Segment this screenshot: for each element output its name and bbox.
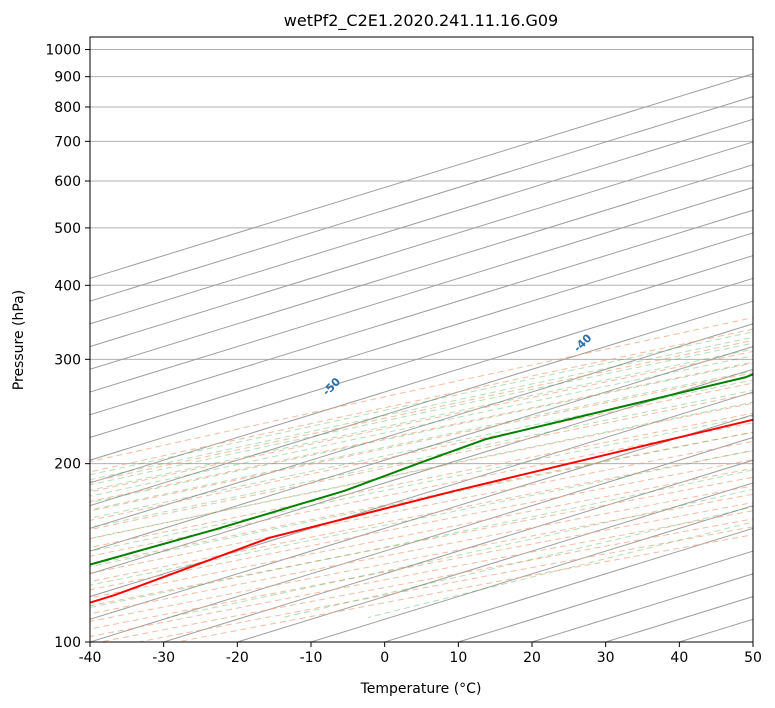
isotherm-line — [90, 346, 753, 552]
y-tick-label: 1000 — [45, 43, 81, 59]
isotherm-line — [90, 118, 753, 325]
isotherm-line — [90, 391, 753, 598]
plot-frame — [89, 36, 754, 643]
dry-adiabat-line — [90, 317, 753, 463]
dry-adiabat-line — [90, 402, 753, 540]
sounding-series-0 — [90, 418, 753, 604]
isotherm-line — [90, 186, 753, 393]
isotherm-line — [90, 300, 753, 507]
isotherm-line — [163, 459, 753, 642]
moist-adiabat-line — [90, 355, 753, 497]
dry-adiabat-line — [90, 476, 753, 607]
isotherm-line — [90, 277, 753, 484]
y-axis-label: Pressure (hPa) — [11, 290, 27, 390]
y-tick-label: 500 — [54, 221, 81, 237]
x-tick-label: 10 — [449, 650, 467, 666]
isotherm-line — [90, 209, 753, 416]
x-tick-label: -20 — [226, 650, 249, 666]
y-tick-label: 200 — [54, 457, 81, 473]
dry-adiabat-line — [90, 372, 753, 512]
y-tick-label: 300 — [54, 352, 81, 368]
dry-adiabat-line — [90, 382, 753, 521]
y-tick-label: 800 — [54, 100, 81, 116]
isotherm-line — [605, 596, 753, 642]
dry-adiabat-line — [90, 493, 753, 622]
x-tick-label: 50 — [744, 650, 762, 666]
isotherm-line — [90, 164, 753, 370]
dry-adiabat-line — [100, 518, 753, 642]
isotherm-line — [90, 414, 753, 620]
x-tick-label: -30 — [152, 650, 175, 666]
dry-adiabat-line — [90, 459, 753, 591]
isotherm-line — [90, 255, 753, 461]
moist-adiabat-line — [282, 506, 753, 618]
y-tick-label: 400 — [54, 278, 81, 294]
chart-title: wetPf2_C2E1.2020.241.11.16.G09 — [284, 11, 558, 31]
isotherm-line — [90, 96, 753, 302]
dry-adiabat-line — [90, 502, 753, 630]
isotherm-line — [90, 368, 753, 575]
x-tick-label: -10 — [300, 650, 323, 666]
x-tick-label: -40 — [79, 650, 102, 666]
dry-adiabat-line — [90, 339, 753, 483]
y-tick-label: 700 — [54, 134, 81, 150]
dry-adiabat-line — [90, 328, 753, 473]
dry-adiabat-line — [90, 422, 753, 557]
isotherm-line — [90, 73, 753, 279]
moist-adiabat-line — [90, 379, 753, 519]
y-tick-label: 100 — [54, 635, 81, 651]
isotherm-line — [458, 550, 753, 642]
isotherm-line — [752, 641, 753, 642]
isotherm-line — [90, 141, 753, 348]
dry-adiabat-line — [90, 361, 753, 502]
dry-adiabat-line — [90, 412, 753, 549]
dry-adiabat-line — [176, 534, 753, 642]
dry-adiabat-line — [90, 392, 753, 531]
y-tick-label: 900 — [54, 70, 81, 86]
x-tick-label: 40 — [670, 650, 688, 666]
moist-adiabat-line — [167, 488, 753, 618]
moist-adiabat-line — [90, 342, 753, 486]
isotherm-line — [237, 482, 753, 642]
x-tick-label: 30 — [597, 650, 615, 666]
dry-adiabat-line — [90, 510, 753, 638]
dry-adiabat-line — [90, 440, 753, 574]
isotherm-line — [384, 527, 753, 642]
isotherm-line — [90, 323, 753, 529]
moist-adiabat-line — [90, 362, 753, 504]
sounding-series-1 — [90, 373, 753, 566]
x-tick-label: 20 — [523, 650, 541, 666]
moist-adiabat-line — [90, 348, 753, 491]
y-tick-label: 600 — [54, 174, 81, 190]
isotherm-line — [90, 232, 753, 438]
x-tick-label: 0 — [380, 650, 389, 666]
dry-adiabat-line — [90, 467, 753, 599]
adiabat-label: -50 — [320, 375, 343, 398]
isotherm-line — [310, 505, 753, 642]
dry-adiabat-line — [90, 350, 753, 493]
dry-adiabat-line — [90, 431, 753, 566]
adiabat-label: -60 — [37, 428, 60, 451]
moist-adiabat-line — [90, 370, 753, 511]
isotherm-line — [90, 436, 753, 642]
dry-adiabat-line — [90, 450, 753, 583]
moist-adiabat-line — [90, 331, 753, 476]
x-axis-label: Temperature (°C) — [360, 681, 482, 697]
dry-adiabat-line — [90, 485, 753, 615]
